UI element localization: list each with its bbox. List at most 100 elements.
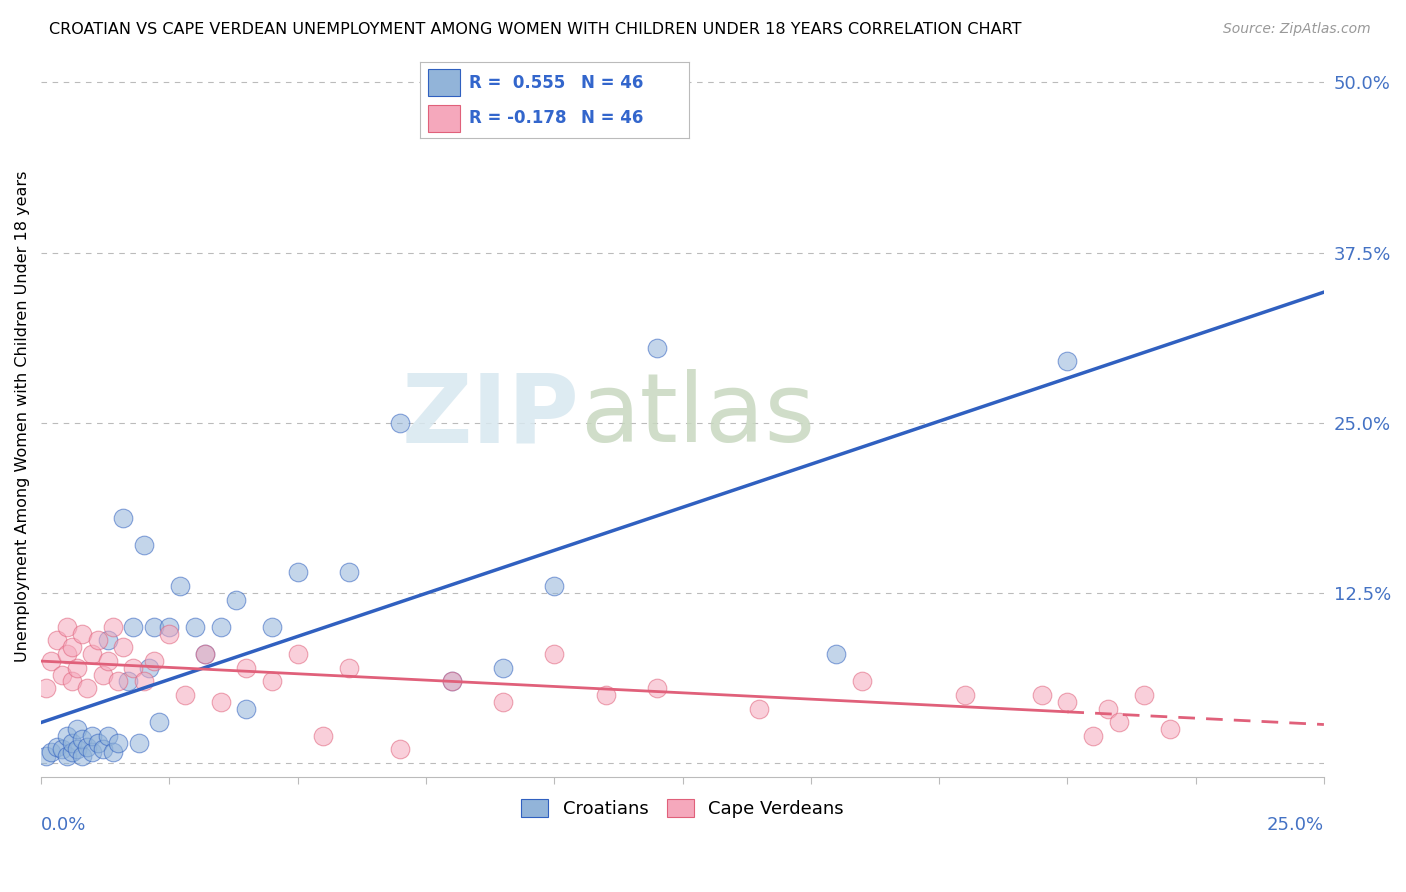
Point <box>1056 354 1078 368</box>
Point <box>97 633 120 648</box>
Point <box>41 745 63 759</box>
Point <box>209 620 232 634</box>
Point <box>225 592 247 607</box>
Point <box>440 674 463 689</box>
Point <box>45 739 67 754</box>
Point <box>209 695 232 709</box>
Text: 0.0%: 0.0% <box>41 816 87 834</box>
Point <box>128 736 150 750</box>
Point <box>60 640 83 655</box>
Point <box>1133 688 1156 702</box>
Point <box>101 620 124 634</box>
Point <box>312 729 335 743</box>
Point <box>148 715 170 730</box>
Text: CROATIAN VS CAPE VERDEAN UNEMPLOYMENT AMONG WOMEN WITH CHILDREN UNDER 18 YEARS C: CROATIAN VS CAPE VERDEAN UNEMPLOYMENT AM… <box>49 22 1022 37</box>
Point <box>76 681 98 695</box>
Point <box>440 674 463 689</box>
Point <box>543 579 565 593</box>
Point <box>51 667 73 681</box>
Point <box>82 729 104 743</box>
Point <box>122 620 145 634</box>
Point <box>35 749 58 764</box>
Point <box>86 633 108 648</box>
Point <box>157 620 180 634</box>
Point <box>60 736 83 750</box>
Point <box>86 736 108 750</box>
Point <box>194 647 217 661</box>
Point <box>107 736 129 750</box>
Point <box>70 731 93 746</box>
Point <box>1031 688 1053 702</box>
Point <box>97 729 120 743</box>
Point <box>82 745 104 759</box>
Point <box>235 701 257 715</box>
Point <box>117 674 139 689</box>
Point <box>143 654 166 668</box>
Point <box>112 511 135 525</box>
Point <box>51 742 73 756</box>
Text: atlas: atlas <box>579 369 815 462</box>
Point <box>91 667 114 681</box>
Point <box>132 538 155 552</box>
Point <box>1056 695 1078 709</box>
Point <box>55 647 77 661</box>
Point <box>97 654 120 668</box>
Point <box>184 620 207 634</box>
Point <box>825 647 848 661</box>
Point <box>82 647 104 661</box>
Point <box>107 674 129 689</box>
Text: 25.0%: 25.0% <box>1267 816 1324 834</box>
Point <box>66 742 89 756</box>
Point <box>287 566 309 580</box>
Point <box>70 626 93 640</box>
Point <box>645 341 668 355</box>
Point <box>35 681 58 695</box>
Point <box>337 661 360 675</box>
Point <box>492 695 515 709</box>
Point <box>138 661 160 675</box>
Point <box>132 674 155 689</box>
Point <box>1108 715 1130 730</box>
Point <box>260 674 283 689</box>
Point <box>260 620 283 634</box>
Text: Source: ZipAtlas.com: Source: ZipAtlas.com <box>1223 22 1371 37</box>
Legend: Croatians, Cape Verdeans: Croatians, Cape Verdeans <box>515 791 851 825</box>
Point <box>1097 701 1119 715</box>
Point <box>66 722 89 736</box>
Point <box>173 688 195 702</box>
Point <box>748 701 770 715</box>
Point <box>55 749 77 764</box>
Point <box>41 654 63 668</box>
Point <box>953 688 976 702</box>
Point <box>389 416 412 430</box>
Point <box>169 579 191 593</box>
Point <box>143 620 166 634</box>
Point <box>1159 722 1181 736</box>
Point <box>337 566 360 580</box>
Point <box>112 640 135 655</box>
Point <box>45 633 67 648</box>
Point <box>76 739 98 754</box>
Point <box>60 674 83 689</box>
Point <box>595 688 617 702</box>
Point <box>492 661 515 675</box>
Point <box>66 661 89 675</box>
Text: ZIP: ZIP <box>402 369 579 462</box>
Point <box>55 729 77 743</box>
Point <box>122 661 145 675</box>
Point <box>645 681 668 695</box>
Point <box>157 626 180 640</box>
Point <box>851 674 873 689</box>
Point <box>287 647 309 661</box>
Point <box>235 661 257 675</box>
Point <box>101 745 124 759</box>
Point <box>543 647 565 661</box>
Y-axis label: Unemployment Among Women with Children Under 18 years: Unemployment Among Women with Children U… <box>15 170 30 662</box>
Point <box>70 749 93 764</box>
Point <box>1081 729 1104 743</box>
Point <box>60 745 83 759</box>
Point <box>389 742 412 756</box>
Point <box>194 647 217 661</box>
Point <box>55 620 77 634</box>
Point <box>91 742 114 756</box>
